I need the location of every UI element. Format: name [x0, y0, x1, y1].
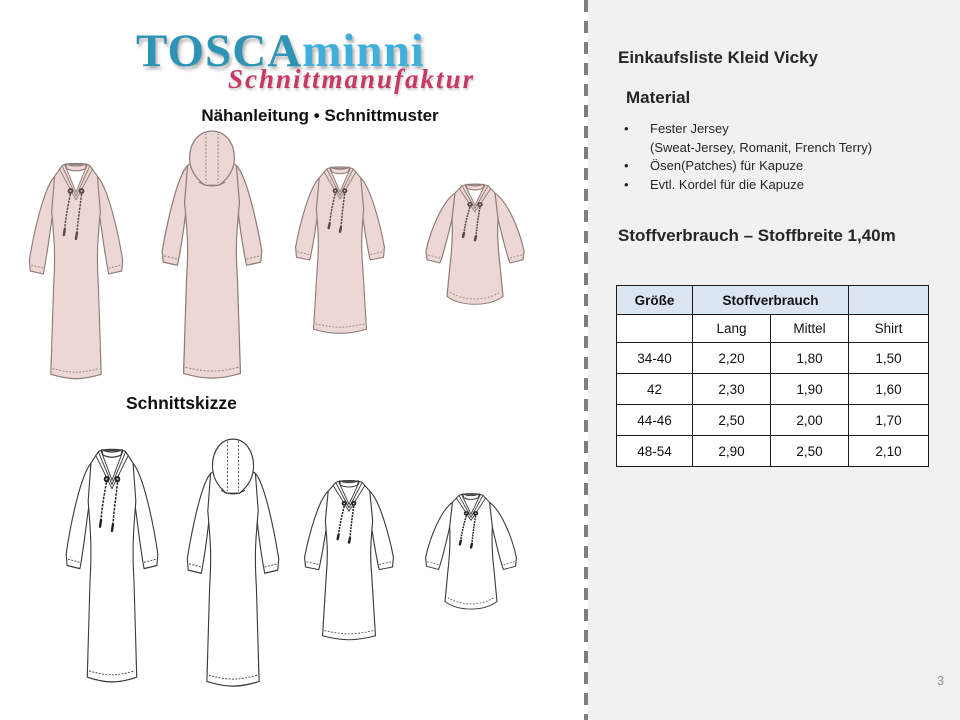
right-panel: Einkaufsliste Kleid Vicky Material • Fes… [588, 0, 960, 720]
illustration-shirt-colored [420, 176, 530, 324]
illustration-shirt-sketch [420, 486, 522, 628]
list-item: • Fester Jersey (Sweat-Jersey, Romanit, … [624, 120, 944, 157]
material-list: • Fester Jersey (Sweat-Jersey, Romanit, … [624, 120, 944, 194]
table-header-empty [848, 285, 929, 315]
brand-logo-tagline: Schnittmanufaktur [228, 64, 476, 94]
list-item: • Evtl. Kordel für die Kapuze [624, 176, 944, 195]
cell-shirt: 1,60 [848, 373, 929, 405]
cell-mittel: 2,50 [770, 435, 849, 467]
table-subheader-empty [616, 314, 693, 343]
bullet-icon: • [624, 121, 629, 136]
table-row: 34-40 2,20 1,80 1,50 [616, 342, 929, 374]
list-item: • Ösen(Patches) für Kapuze [624, 157, 944, 176]
illustration-dress-mid-sketch [297, 472, 401, 648]
material-item-text: Fester Jersey (Sweat-Jersey, Romanit, Fr… [650, 120, 872, 157]
cell-mittel: 1,90 [770, 373, 849, 405]
cell-lang: 2,50 [692, 404, 771, 436]
page-subtitle: Nähanleitung • Schnittmuster [201, 106, 439, 125]
table-subheader-shirt: Shirt [848, 314, 929, 343]
material-item-text: Ösen(Patches) für Kapuze [650, 158, 804, 173]
table-header-usage: Stoffverbrauch [692, 285, 849, 315]
material-line: Fester Jersey [650, 121, 729, 136]
table-header-size: Größe [616, 285, 693, 315]
brand-logo: TOSCAminni [136, 26, 425, 76]
table-row: 44-46 2,50 2,00 1,70 [616, 404, 929, 436]
fabric-usage-table: Größe Stoffverbrauch Lang Mittel Shirt 3… [616, 285, 929, 467]
cell-mittel: 2,00 [770, 404, 849, 436]
table-row: 42 2,30 1,90 1,60 [616, 373, 929, 405]
cell-mittel: 1,80 [770, 342, 849, 374]
illustration-dress-front-colored [20, 153, 132, 389]
illustration-dress-front-sketch [57, 438, 167, 693]
cell-lang: 2,90 [692, 435, 771, 467]
sketch-section-label: Schnittskizze [126, 393, 237, 413]
illustration-dress-back-sketch [177, 436, 289, 696]
cell-size: 44-46 [616, 404, 693, 436]
material-item-text: Evtl. Kordel für die Kapuze [650, 176, 804, 192]
cell-size: 42 [616, 373, 693, 405]
cell-size: 34-40 [616, 342, 693, 374]
bullet-icon: • [624, 158, 629, 173]
cell-lang: 2,30 [692, 373, 771, 405]
brand-logo-secondary: minni [302, 25, 425, 77]
page-number: 3 [937, 674, 944, 688]
illustration-dress-mid-colored [288, 158, 392, 342]
left-panel: TOSCAminni Schnittmanufaktur Nähanleitun… [20, 26, 530, 696]
shopping-list-title: Einkaufsliste Kleid Vicky [618, 48, 818, 67]
material-heading: Material [626, 88, 691, 107]
table-subheader-mittel: Mittel [770, 314, 849, 343]
dashed-divider [584, 0, 588, 720]
fabric-usage-heading: Stoffverbrauch – Stoffbreite 1,40m [618, 226, 896, 245]
material-line: (Sweat-Jersey, Romanit, French Terry) [650, 139, 873, 155]
cell-shirt: 1,50 [848, 342, 929, 374]
bullet-icon: • [624, 176, 629, 192]
table-row: 48-54 2,90 2,50 2,10 [616, 435, 929, 467]
brand-logo-primary: TOSCA [136, 25, 303, 77]
cell-lang: 2,20 [692, 342, 771, 374]
table-subheader-lang: Lang [692, 314, 771, 343]
cell-shirt: 1,70 [848, 404, 929, 436]
illustration-dress-back-colored [151, 128, 273, 388]
cell-shirt: 2,10 [848, 435, 929, 467]
cell-size: 48-54 [616, 435, 693, 467]
